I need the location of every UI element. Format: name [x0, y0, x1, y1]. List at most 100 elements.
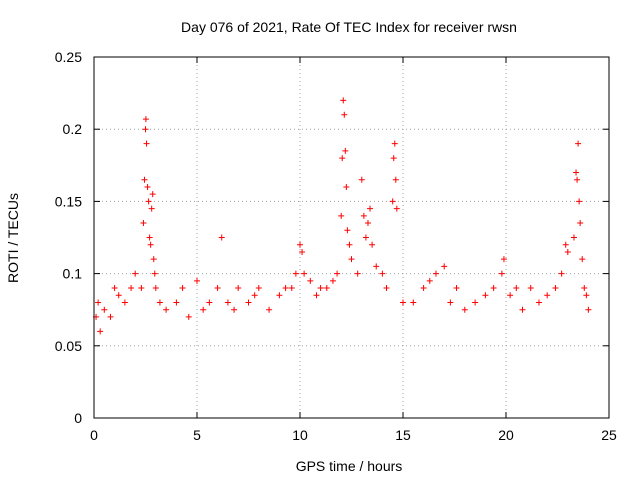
data-point: [132, 270, 139, 277]
data-point: [307, 277, 314, 284]
data-point: [341, 111, 348, 118]
data-point: [142, 116, 149, 123]
data-point: [317, 285, 324, 292]
data-point: [95, 299, 102, 306]
data-points: [93, 97, 592, 335]
data-point: [323, 285, 330, 292]
y-tick-label: 0.1: [63, 266, 83, 282]
data-point: [544, 292, 551, 299]
data-point: [206, 299, 213, 306]
data-point: [282, 285, 289, 292]
data-point: [490, 285, 497, 292]
data-point: [115, 292, 122, 299]
data-point: [255, 285, 262, 292]
data-point: [156, 299, 163, 306]
y-tick-label: 0.05: [55, 338, 82, 354]
data-point: [392, 176, 399, 183]
data-point: [576, 198, 583, 205]
data-point: [329, 277, 336, 284]
data-point: [143, 140, 150, 147]
data-point: [400, 299, 406, 306]
data-point: [151, 270, 158, 277]
data-point: [292, 270, 299, 277]
data-point: [390, 155, 397, 162]
data-point: [367, 205, 374, 212]
data-point: [266, 306, 273, 313]
data-point: [482, 292, 489, 299]
data-point: [348, 256, 355, 263]
data-point: [342, 147, 349, 154]
data-point: [343, 183, 350, 190]
data-point: [276, 292, 283, 299]
data-point: [410, 299, 417, 306]
data-point: [224, 299, 231, 306]
data-point: [570, 234, 577, 241]
data-point: [299, 248, 306, 255]
data-point: [145, 198, 152, 205]
data-point: [173, 299, 180, 306]
data-point: [251, 292, 258, 299]
x-axis-label: GPS time / hours: [296, 458, 403, 474]
data-point: [340, 97, 347, 104]
grid-layer: [94, 57, 609, 418]
data-point: [426, 277, 433, 284]
data-point: [97, 328, 104, 335]
data-point: [146, 234, 153, 241]
data-point: [346, 241, 353, 248]
data-point: [575, 140, 582, 147]
data-point: [432, 270, 439, 277]
data-point: [301, 270, 308, 277]
data-point: [163, 306, 170, 313]
data-point: [231, 306, 238, 313]
data-point: [111, 285, 118, 292]
data-point: [121, 299, 128, 306]
data-point: [564, 248, 571, 255]
data-point: [218, 234, 225, 241]
y-tick-label: 0.15: [55, 193, 82, 209]
data-point: [200, 306, 207, 313]
data-point: [453, 285, 460, 292]
data-point: [144, 183, 151, 190]
data-point: [107, 313, 114, 320]
data-point: [393, 205, 400, 212]
data-point: [354, 270, 361, 277]
data-point: [389, 198, 396, 205]
data-point: [101, 306, 108, 313]
data-point: [147, 241, 154, 248]
x-tick-label: 15: [395, 427, 411, 443]
data-point: [369, 241, 376, 248]
data-point: [447, 299, 454, 306]
data-point: [128, 285, 135, 292]
data-point: [562, 241, 569, 248]
data-point: [185, 313, 192, 320]
data-point: [373, 263, 380, 270]
data-point: [507, 292, 514, 299]
data-point: [379, 270, 386, 277]
data-point: [152, 285, 159, 292]
chart-title: Day 076 of 2021, Rate Of TEC Index for r…: [181, 19, 517, 35]
axes-layer: 0 5 10 15 20 25 0 0.05 0.1 0.15 0.2 0.25: [55, 49, 617, 443]
data-point: [519, 306, 526, 313]
y-axis-label: ROTI / TECUs: [5, 193, 21, 283]
data-point: [339, 155, 346, 162]
data-point: [573, 169, 580, 176]
data-point: [391, 140, 398, 147]
data-point: [585, 306, 592, 313]
data-point: [472, 299, 479, 306]
data-point: [140, 220, 147, 227]
data-point: [500, 256, 507, 263]
data-point: [297, 241, 303, 248]
data-point: [577, 220, 584, 227]
data-point: [338, 212, 345, 219]
data-point: [344, 227, 351, 234]
plot-frame: [93, 56, 610, 419]
data-point: [288, 285, 295, 292]
data-point: [138, 285, 145, 292]
data-point: [245, 299, 252, 306]
data-point: [362, 234, 369, 241]
data-point: [574, 176, 581, 183]
x-tick-label: 0: [90, 427, 98, 443]
y-tick-label: 0.2: [63, 121, 83, 137]
x-tick-label: 5: [193, 427, 201, 443]
